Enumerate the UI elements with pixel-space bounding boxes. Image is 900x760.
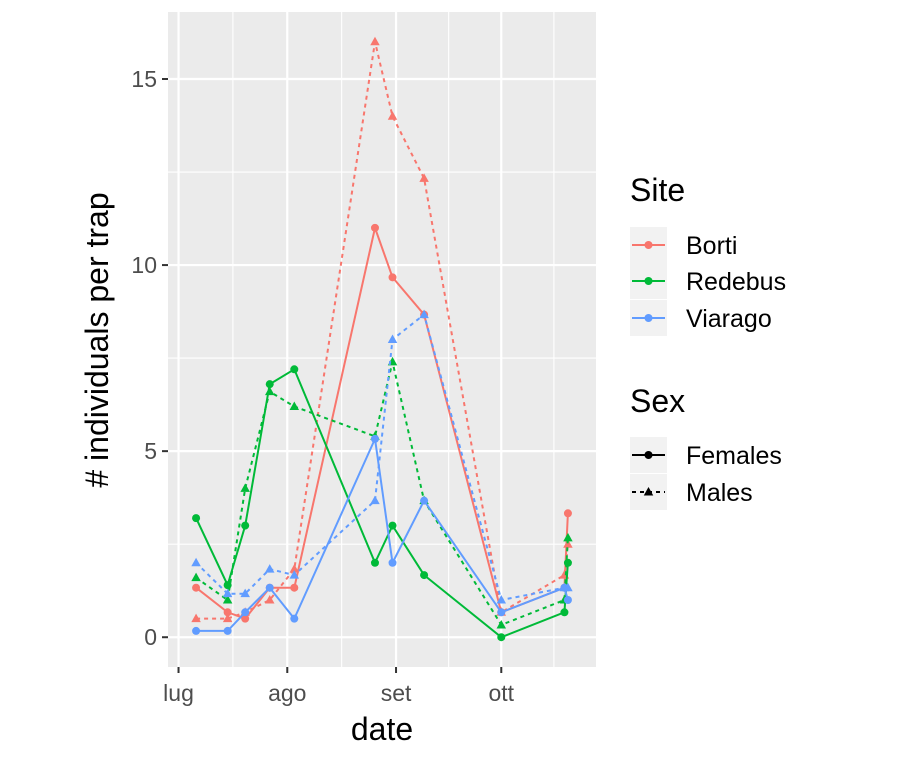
legend-sex-keys xyxy=(630,437,667,510)
series-redebus-males-point-10 xyxy=(563,532,573,542)
series-redebus-females-point-4 xyxy=(290,365,299,374)
series-redebus-females-point-7 xyxy=(420,571,429,580)
series-redebus-males-point-0 xyxy=(191,572,201,582)
axes-layer: 0 5 10 15 lug ago set ott xyxy=(131,66,514,706)
series-viarago-males-point-8 xyxy=(496,595,507,604)
legend-sex-key-point-females xyxy=(644,451,653,459)
legend-site-key-point-redebus xyxy=(644,277,653,285)
legend-sex-label-males: Males xyxy=(686,479,753,507)
series-redebus-females-point-10 xyxy=(563,558,572,567)
x-tick-label-1: ago xyxy=(268,680,306,706)
legend-site-key-point-borti xyxy=(644,241,653,249)
series-viarago-males-point-2 xyxy=(240,588,250,598)
plot-panel xyxy=(168,12,596,667)
legend-sex-key-males xyxy=(630,474,667,510)
y-axis-title: # individuals per trap xyxy=(79,192,115,487)
series-viarago-females xyxy=(192,434,572,635)
y-tick-label-2: 10 xyxy=(131,252,157,278)
legend-site-label-viarago: Viarago xyxy=(686,305,772,333)
series-viarago-females-point-10 xyxy=(563,596,572,605)
series-redebus-males-point-4 xyxy=(289,401,300,410)
series-viarago-females-point-3 xyxy=(265,583,274,592)
series-viarago-females-point-1 xyxy=(223,626,232,635)
series-viarago-females-point-7 xyxy=(420,496,429,505)
series-redebus-females-point-8 xyxy=(497,633,506,642)
series-borti-females-point-4 xyxy=(290,583,299,592)
series-redebus-males-point-2 xyxy=(240,483,250,492)
series-borti-males-point-0 xyxy=(191,613,201,623)
legend-site-key-redebus xyxy=(630,263,667,299)
series-viarago-males-point-7 xyxy=(419,309,429,319)
series-viarago-males-point-1 xyxy=(222,588,233,598)
series-redebus-males-point-8 xyxy=(496,619,507,629)
series-borti-males-point-5 xyxy=(370,36,380,46)
series-borti-males-point-10 xyxy=(563,539,573,548)
legend-sex-title: Sex xyxy=(630,383,685,419)
series-redebus-females-point-2 xyxy=(241,521,250,530)
series-borti-males-point-4 xyxy=(289,564,300,573)
series-redebus-females-point-5 xyxy=(370,558,379,567)
legend-sex-key-point-males xyxy=(643,487,654,496)
series-viarago-males-point-3 xyxy=(264,564,275,573)
legend-site-keys xyxy=(630,227,667,336)
y-tick-label-3: 15 xyxy=(131,66,157,92)
series-borti-males-point-1 xyxy=(222,613,233,623)
legend-site-label-borti: Borti xyxy=(686,232,737,260)
series-borti-males-point-7 xyxy=(419,173,429,182)
x-tick-label-0: lug xyxy=(163,680,194,706)
legend-site-label-redebus: Redebus xyxy=(686,268,786,296)
series-viarago-males-point-5 xyxy=(370,495,380,505)
series-viarago-males-point-6 xyxy=(387,334,398,343)
series-redebus-females-point-9 xyxy=(560,608,569,617)
legend-site-key-borti xyxy=(630,227,667,263)
y-tick-label-1: 5 xyxy=(144,438,157,464)
series-redebus-males-point-3 xyxy=(264,386,275,396)
series-redebus-females xyxy=(192,365,572,642)
legend-site-key-point-viarago xyxy=(644,314,653,322)
legend: Site Borti Redebus Viarago Sex Females M… xyxy=(630,172,786,510)
series-viarago-males-point-10 xyxy=(563,582,573,592)
series-viarago-females-point-4 xyxy=(290,614,299,623)
series-redebus-males-point-1 xyxy=(222,595,233,604)
series-borti-females-point-0 xyxy=(192,583,201,592)
series-viarago-males xyxy=(191,309,573,604)
series-viarago-females-point-8 xyxy=(497,608,506,617)
legend-site-title: Site xyxy=(630,172,685,208)
series-borti-males-point-6 xyxy=(387,111,398,120)
series-borti-females-point-5 xyxy=(370,223,379,232)
series-viarago-females-point-2 xyxy=(241,608,250,617)
series-borti-females-point-6 xyxy=(388,273,397,282)
y-tick-label-0: 0 xyxy=(144,624,157,650)
series-borti-males-point-3 xyxy=(264,595,275,604)
series-viarago-males-point-0 xyxy=(191,557,201,567)
series-viarago-females-point-6 xyxy=(388,558,397,567)
grid-major xyxy=(168,12,596,667)
series-borti-females-point-2 xyxy=(241,614,250,623)
series-viarago-males-point-4 xyxy=(289,570,300,579)
series-redebus-males-line xyxy=(195,361,569,627)
series-layer xyxy=(191,36,573,642)
series-viarago-females-point-5 xyxy=(370,434,379,443)
series-redebus-females-point-0 xyxy=(192,514,201,523)
series-redebus-females-point-6 xyxy=(388,521,397,530)
legend-sex-label-females: Females xyxy=(686,442,782,470)
series-viarago-females-point-0 xyxy=(192,626,201,635)
legend-sex-key-females xyxy=(630,437,667,473)
series-borti-females-point-1 xyxy=(223,608,232,617)
series-redebus-females-point-3 xyxy=(265,380,274,389)
legend-site-key-viarago xyxy=(630,300,667,336)
x-axis-title: date xyxy=(351,711,413,747)
x-tick-label-3: ott xyxy=(488,680,514,706)
x-tick-label-2: set xyxy=(381,680,412,706)
series-borti-females-point-10 xyxy=(563,509,572,518)
